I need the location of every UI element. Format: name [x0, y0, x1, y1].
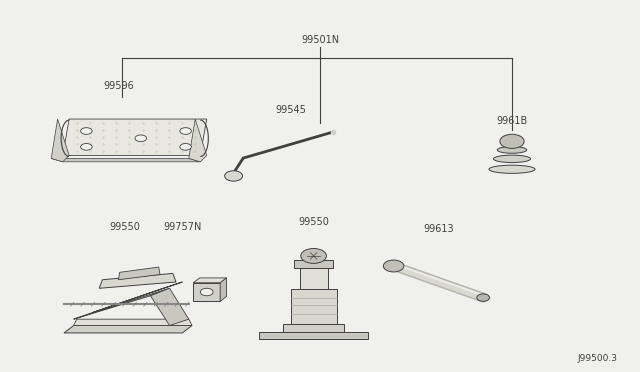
Polygon shape	[193, 278, 227, 283]
Polygon shape	[300, 268, 328, 289]
Circle shape	[180, 144, 191, 150]
Text: 99501N: 99501N	[301, 35, 339, 45]
Text: 99613: 99613	[423, 224, 454, 234]
Text: 9961B: 9961B	[497, 116, 527, 126]
Polygon shape	[93, 282, 182, 312]
Ellipse shape	[489, 165, 535, 173]
Circle shape	[477, 294, 490, 301]
Circle shape	[200, 288, 213, 296]
Text: 99550: 99550	[109, 222, 140, 232]
Polygon shape	[63, 119, 207, 155]
Text: 99596: 99596	[103, 81, 134, 91]
Polygon shape	[150, 288, 189, 326]
Polygon shape	[74, 288, 170, 319]
Polygon shape	[74, 319, 192, 326]
Circle shape	[180, 128, 191, 134]
Circle shape	[383, 260, 404, 272]
Text: 99545: 99545	[276, 105, 307, 115]
Text: 99757N: 99757N	[163, 222, 202, 232]
Circle shape	[135, 135, 147, 142]
Polygon shape	[193, 283, 220, 301]
Circle shape	[81, 128, 92, 134]
Polygon shape	[294, 260, 333, 268]
Polygon shape	[51, 119, 69, 162]
Circle shape	[225, 171, 243, 181]
Circle shape	[81, 144, 92, 150]
Polygon shape	[220, 278, 227, 301]
Polygon shape	[64, 326, 192, 333]
Polygon shape	[118, 267, 160, 280]
Ellipse shape	[493, 155, 531, 163]
Polygon shape	[51, 158, 200, 162]
Circle shape	[301, 248, 326, 263]
Polygon shape	[99, 273, 176, 288]
Text: J99500.3: J99500.3	[578, 354, 618, 363]
Polygon shape	[291, 289, 337, 324]
Polygon shape	[259, 332, 368, 339]
Ellipse shape	[497, 147, 527, 153]
Text: 99550: 99550	[298, 217, 329, 227]
Polygon shape	[283, 324, 344, 332]
Polygon shape	[189, 119, 207, 162]
Ellipse shape	[500, 134, 524, 148]
